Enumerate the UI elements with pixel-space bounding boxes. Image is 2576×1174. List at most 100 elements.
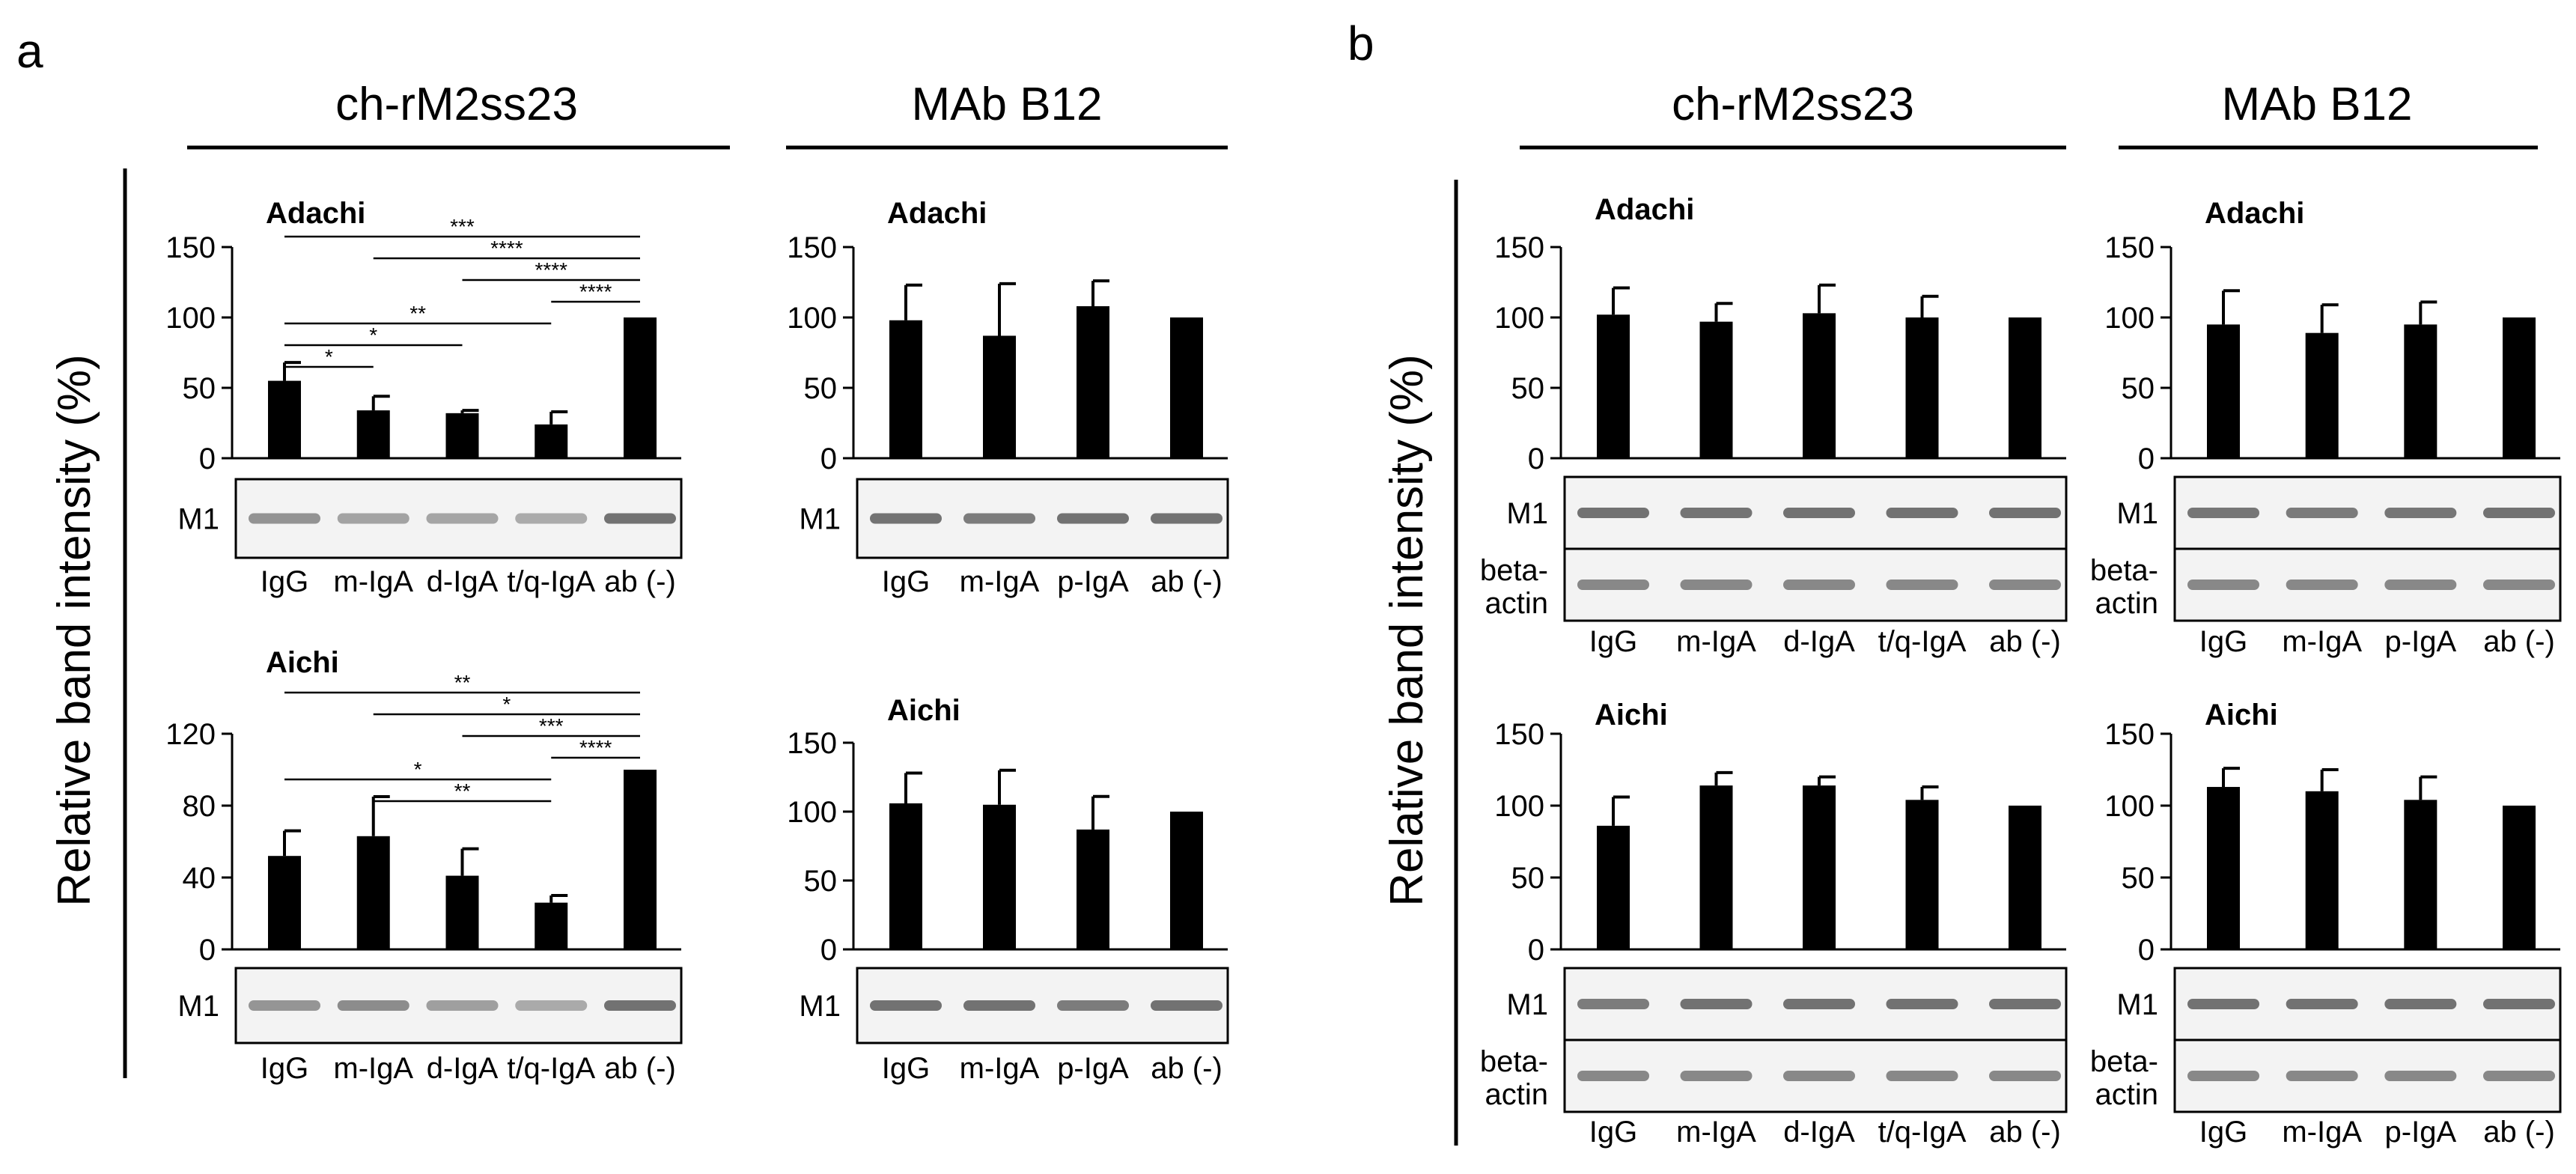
bar	[624, 770, 657, 949]
bar	[2207, 787, 2240, 949]
chart-title: Aichi	[1595, 699, 1668, 732]
y-tick-label: 100	[165, 302, 216, 335]
bar	[2009, 317, 2041, 458]
m1-band	[515, 1000, 588, 1011]
blot-label-actin: actin	[2095, 587, 2159, 620]
significance-label: **	[454, 779, 471, 803]
bar	[2305, 332, 2339, 458]
bar	[445, 875, 479, 949]
chart-a-mab-b12-aichi: Aichi 0 50 100 150 M1 IgG m-IgA p-IgA ab (-)	[787, 694, 1229, 1085]
y-tick-label: 150	[787, 231, 837, 264]
beta-actin-band	[2187, 1071, 2259, 1081]
significance-label: ***	[450, 215, 475, 238]
chart-title: Aichi	[2205, 699, 2278, 732]
category-label: ab (-)	[2483, 1116, 2555, 1149]
beta-actin-band	[1989, 580, 2061, 590]
m1-band	[337, 1000, 409, 1011]
beta-actin-band	[2483, 580, 2555, 590]
m1-band	[2483, 999, 2555, 1009]
m1-band	[963, 1000, 1035, 1011]
category-label: m-IgA	[2282, 1116, 2362, 1149]
bar	[889, 320, 922, 458]
bar	[1077, 305, 1109, 458]
y-tick-label: 50	[804, 372, 838, 405]
category-label: m-IgA	[2282, 625, 2362, 658]
bar	[356, 836, 390, 949]
chart-a-mab-b12-adachi: Adachi 0 50 100 150 M1 IgG m-IgA p-IgA ab (-)	[787, 197, 1229, 598]
category-label: m-IgA	[1676, 625, 1756, 658]
category-label: IgG	[2199, 625, 2247, 658]
category-label: IgG	[261, 565, 308, 598]
significance-label: ****	[579, 280, 612, 303]
y-tick-label: 100	[2104, 790, 2155, 823]
m1-band	[337, 513, 409, 524]
m1-band	[1886, 508, 1958, 518]
beta-actin-band	[1886, 1071, 1958, 1081]
group-header-b-mab: MAb B12	[2221, 79, 2412, 130]
blot-label-m1: M1	[799, 503, 841, 536]
category-label: ab (-)	[604, 565, 676, 598]
bar	[2503, 317, 2536, 458]
chart-title: Aichi	[266, 646, 339, 679]
m1-band	[1680, 999, 1753, 1009]
y-axis-title-b: Relative band intensity (%)	[1381, 354, 1433, 906]
m1-band	[1886, 999, 1958, 1009]
group-header-b-ch: ch-rM2ss23	[1672, 79, 1914, 130]
bar	[535, 424, 568, 458]
beta-actin-band	[1577, 580, 1649, 590]
chart-b-mab-b12-adachi: Adachi 0 50 100 150 M1 beta-actin IgG m-IgA p-IgA…	[2090, 197, 2562, 658]
significance-label: **	[454, 671, 471, 694]
beta-actin-band	[2483, 1071, 2555, 1081]
category-label: m-IgA	[960, 565, 1040, 598]
y-tick-label: 50	[1511, 372, 1545, 405]
category-label: IgG	[882, 565, 930, 598]
m1-band	[870, 1000, 942, 1011]
bar	[1077, 829, 1109, 949]
chart-title: Adachi	[2205, 197, 2304, 230]
bar	[1905, 317, 1939, 458]
y-tick-label: 0	[1528, 934, 1544, 967]
category-label: m-IgA	[333, 565, 413, 598]
category-label: m-IgA	[960, 1052, 1040, 1085]
beta-actin-band	[2187, 580, 2259, 590]
m1-band	[1577, 999, 1649, 1009]
blot-label-m1: M1	[177, 990, 219, 1023]
significance-label: ****	[490, 237, 523, 260]
beta-actin-band	[1989, 1071, 2061, 1081]
chart-b-mab-b12-aichi: Aichi 0 50 100 150 M1 beta-actin IgG m-IgA p-IgA a…	[2090, 699, 2562, 1149]
bar	[1699, 785, 1733, 949]
beta-actin-band	[1577, 1071, 1649, 1081]
blot-label-beta: beta-	[2090, 554, 2158, 587]
chart-b-ch-rm2ss23-aichi: Aichi 0 50 100 150 M1 beta-actin IgG m-IgA d-IgA t…	[1480, 699, 2068, 1149]
y-tick-label: 0	[2138, 934, 2155, 967]
category-label: ab (-)	[1151, 1052, 1222, 1085]
bar	[983, 335, 1016, 458]
m1-band	[2483, 508, 2555, 518]
blot-label-m1: M1	[177, 503, 219, 536]
bar	[1597, 314, 1630, 458]
y-tick-label: 0	[2138, 442, 2155, 475]
category-label: IgG	[1589, 625, 1637, 658]
bar	[1803, 313, 1836, 458]
category-label: d-IgA	[427, 565, 499, 598]
significance-label: *	[369, 323, 377, 347]
bar	[445, 413, 479, 458]
chart-title: Adachi	[887, 197, 987, 230]
category-label: d-IgA	[1783, 625, 1855, 658]
y-tick-label: 100	[1494, 790, 1544, 823]
category-label: ab (-)	[1989, 625, 2061, 658]
m1-band	[1577, 508, 1649, 518]
category-label: t/q-IgA	[507, 565, 595, 598]
category-label: ab (-)	[604, 1052, 676, 1085]
y-tick-label: 40	[183, 862, 216, 895]
blot-label-m1: M1	[1506, 497, 1548, 530]
blot-label-actin: actin	[1485, 1078, 1549, 1111]
beta-actin-band	[1783, 580, 1855, 590]
beta-actin-band	[1886, 580, 1958, 590]
y-tick-label: 0	[199, 934, 216, 967]
significance-label: **	[409, 302, 426, 325]
category-label: p-IgA	[2385, 1116, 2457, 1149]
group-header-a-mab: MAb B12	[911, 79, 1102, 130]
